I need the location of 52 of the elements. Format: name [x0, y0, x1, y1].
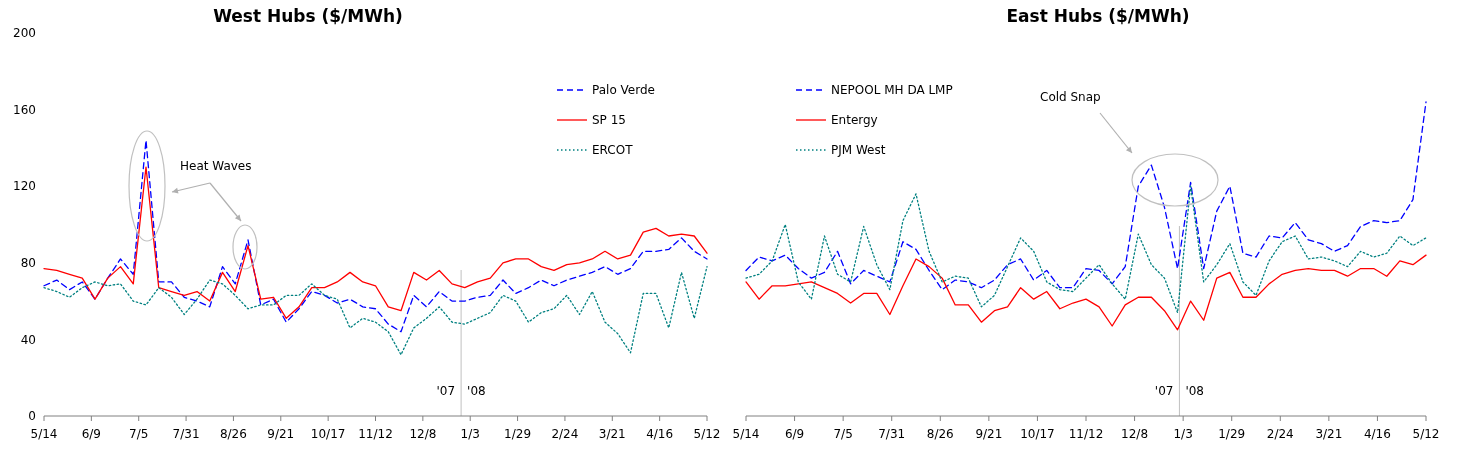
x-tick-label: 2/24 [1266, 427, 1294, 441]
x-tick-label: 3/21 [1315, 427, 1343, 441]
x-tick-label: 11/12 [1068, 427, 1104, 441]
x-tick-label: 1/29 [504, 427, 532, 441]
x-tick-label: 6/9 [784, 427, 805, 441]
x-tick-label: 1/29 [1218, 427, 1246, 441]
x-tick-label: 8/26 [219, 427, 247, 441]
annotation: Cold Snap [1040, 90, 1101, 104]
chart-title: East Hubs ($/MWh) [1006, 6, 1190, 26]
legend-label: SP 15 [592, 113, 626, 128]
x-tick-label: 2/24 [551, 427, 579, 441]
legend-label: NEPOOL MH DA LMP [831, 83, 953, 98]
x-tick-label: 1/3 [460, 427, 480, 441]
line-series [43, 139, 708, 333]
legend-label: PJM West [831, 143, 886, 158]
x-tick-label: 10/17 [310, 427, 346, 441]
x-tick-label: 5/12 [693, 427, 721, 441]
x-tick-label: 7/5 [129, 427, 149, 441]
x-tick-label: 7/31 [878, 427, 906, 441]
x-tick-label: 9/21 [267, 427, 295, 441]
chart-title: West Hubs ($/MWh) [213, 6, 403, 26]
line-series [43, 265, 708, 356]
x-tick-label: 12/8 [409, 427, 437, 441]
legend-label: Palo Verde [592, 83, 655, 98]
x-tick-label: 10/17 [1020, 427, 1055, 441]
x-tick-label: 12/8 [1121, 427, 1149, 441]
x-tick-label: 5/12 [1412, 427, 1440, 441]
y-tick-label: 200 [13, 26, 36, 41]
y-tick-label: 80 [20, 256, 36, 270]
x-tick-label: 3/21 [598, 427, 626, 441]
x-tick-label: 5/14 [732, 427, 760, 441]
x-tick-label: 6/9 [81, 427, 102, 441]
annotation: Heat Waves [180, 159, 252, 173]
x-tick-label: 4/16 [1363, 427, 1391, 441]
annotation: '07 [1154, 384, 1174, 398]
annotation: '08 [467, 384, 486, 398]
x-tick-label: 1/3 [1173, 427, 1193, 441]
x-tick-label: 5/14 [30, 427, 58, 441]
annotation: '08 [1185, 384, 1204, 398]
annotation: '07 [436, 384, 456, 398]
y-tick-label: 40 [20, 332, 36, 347]
x-tick-label: 11/12 [358, 427, 393, 441]
x-tick-label: 8/26 [926, 427, 954, 441]
x-tick-label: 7/31 [172, 427, 200, 441]
y-tick-label: 120 [13, 179, 36, 194]
x-tick-label: 9/21 [975, 427, 1003, 441]
x-tick-label: 4/16 [646, 427, 674, 441]
y-tick-label: 0 [28, 409, 36, 424]
legend-label: Entergy [831, 113, 878, 128]
x-tick-label: 7/5 [833, 427, 853, 441]
y-tick-label: 160 [13, 102, 36, 117]
legend-label: ERCOT [592, 143, 634, 158]
